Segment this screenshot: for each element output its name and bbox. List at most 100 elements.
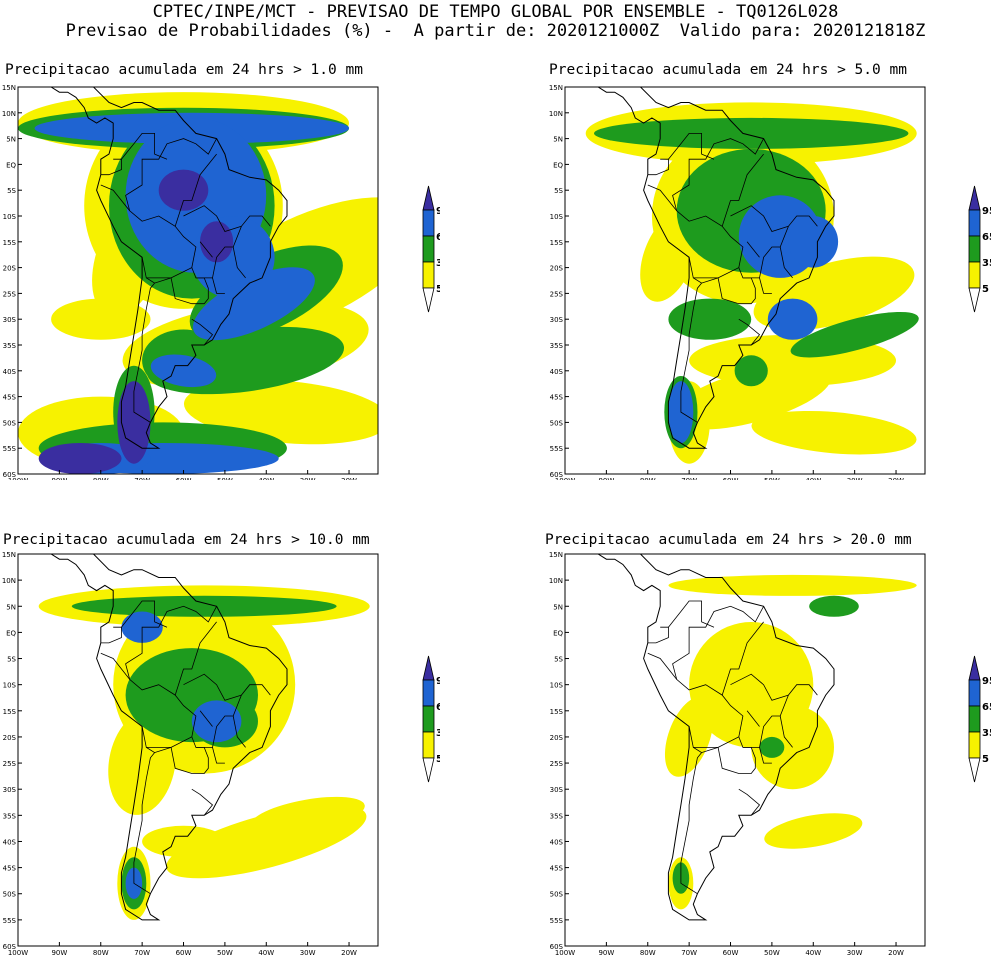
lat-tick-label: 60S	[550, 471, 564, 479]
country-border	[100, 158, 122, 176]
probability-area	[640, 212, 697, 302]
country-border	[212, 277, 225, 294]
colorbar-segment	[422, 731, 435, 759]
country-border	[721, 621, 764, 696]
map-20mm: 15N 10N 5N EQ 5S 10S 15S 20S 25S 30S 35S 40S 45S 50S 5…	[549, 551, 991, 957]
lon-tick-label: 30W	[847, 477, 863, 480]
lat-tick-label: 5N	[6, 603, 16, 611]
country-border	[232, 246, 246, 279]
lat-tick-label: 45S	[3, 865, 17, 873]
map-frame	[564, 86, 926, 475]
country-border	[199, 241, 213, 258]
lat-tick-label: 20S	[550, 265, 564, 273]
panel-title: Precipitacao acumulada em 24 hrs > 10.0 …	[3, 532, 370, 548]
country-border	[738, 788, 761, 816]
lat-tick-label: 55S	[550, 445, 564, 453]
country-border	[121, 133, 168, 160]
lat-tick-label: 60S	[550, 943, 564, 951]
lon-tick-label: 50W	[217, 949, 233, 957]
probability-area	[191, 700, 242, 743]
lat-tick-label: 35S	[550, 342, 564, 350]
lat-tick-label: 50S	[550, 419, 564, 427]
colorbar-label: 35	[982, 258, 991, 269]
country-border	[672, 605, 764, 754]
colorbar-top-triangle	[422, 185, 435, 211]
lat-tick-label: 30S	[550, 786, 564, 794]
map-frame	[17, 86, 379, 475]
probability-area	[670, 363, 832, 430]
lat-tick-label: 5S	[7, 187, 16, 195]
lon-tick-label: 60W	[723, 949, 739, 957]
country-border	[647, 158, 669, 176]
coastline	[18, 87, 288, 449]
lon-tick-label: 50W	[217, 477, 233, 480]
colorbar-segment	[968, 705, 981, 733]
country-border	[672, 138, 764, 284]
lat-tick-label: 25S	[550, 760, 564, 768]
lon-tick-label: 60W	[176, 477, 192, 480]
colorbar-segment	[422, 261, 435, 289]
lat-tick-label: 10S	[550, 682, 564, 690]
colorbar-segment	[422, 679, 435, 707]
lat-tick-label: 20S	[3, 265, 17, 273]
lon-tick-label: 20W	[341, 477, 357, 480]
lon-tick-label: 100W	[8, 477, 28, 480]
colorbar-top-triangle	[422, 655, 435, 681]
colorbar-label: 65	[436, 702, 440, 713]
probability-area	[790, 311, 919, 358]
lat-tick-label: 25S	[550, 290, 564, 298]
country-border	[680, 752, 702, 895]
country-border	[199, 710, 213, 727]
country-border	[133, 282, 155, 423]
lat-tick-label: 40S	[3, 368, 17, 376]
colorbar-label: 95	[982, 206, 991, 217]
lon-tick-label: 20W	[341, 949, 357, 957]
probability-area	[668, 298, 752, 340]
country-border	[730, 673, 789, 701]
lat-tick-label: 15S	[3, 239, 17, 247]
country-border	[183, 205, 242, 232]
colorbar-segment	[968, 731, 981, 759]
lat-tick-label: 45S	[550, 394, 564, 402]
lat-tick-label: 40S	[550, 838, 564, 846]
map-panel-10mm: Precipitacao acumulada em 24 hrs > 10.0 …	[0, 530, 440, 957]
main-title: CPTEC/INPE/MCT - PREVISAO DE TEMPO GLOBA…	[152, 2, 839, 22]
lat-tick-label: 40S	[3, 838, 17, 846]
country-border	[746, 710, 760, 727]
lat-tick-label: 10N	[549, 577, 563, 585]
colorbar-top-triangle	[968, 655, 981, 681]
lat-tick-label: EQ	[6, 161, 16, 169]
lon-tick-label: 100W	[555, 949, 575, 957]
country-border	[738, 318, 761, 346]
lat-tick-label: 30S	[550, 316, 564, 324]
probability-area	[705, 658, 739, 690]
country-border	[191, 318, 214, 346]
map-1mm: 15N 10N 5N EQ 5S 10S 15S 20S 25S 30S 35S 40S 45S 50S 5…	[2, 84, 440, 480]
country-border	[174, 153, 217, 227]
lon-tick-label: 90W	[598, 949, 614, 957]
colorbar-segment	[968, 209, 981, 237]
lat-tick-label: 15N	[549, 551, 563, 559]
map-frame	[564, 553, 926, 947]
probability-area	[158, 169, 209, 211]
lon-tick-label: 30W	[300, 949, 316, 957]
probability-area	[759, 736, 785, 758]
colorbar-label: 65	[982, 232, 991, 243]
lat-tick-label: 15N	[549, 84, 563, 92]
country-border	[174, 621, 217, 696]
lat-tick-label: 10S	[3, 213, 17, 221]
country-border	[759, 277, 772, 294]
lat-tick-label: 5S	[554, 187, 563, 195]
colorbar-top-triangle	[968, 185, 981, 211]
probability-area	[764, 813, 863, 849]
lat-tick-label: 25S	[3, 290, 17, 298]
lat-tick-label: 55S	[3, 445, 17, 453]
country-border	[647, 184, 678, 212]
probability-area	[192, 267, 315, 341]
lon-tick-label: 60W	[723, 477, 739, 480]
lat-tick-label: 30S	[3, 786, 17, 794]
lon-tick-label: 50W	[764, 949, 780, 957]
lon-tick-label: 80W	[93, 949, 109, 957]
probability-area	[108, 711, 176, 815]
lon-tick-label: 90W	[51, 477, 67, 480]
